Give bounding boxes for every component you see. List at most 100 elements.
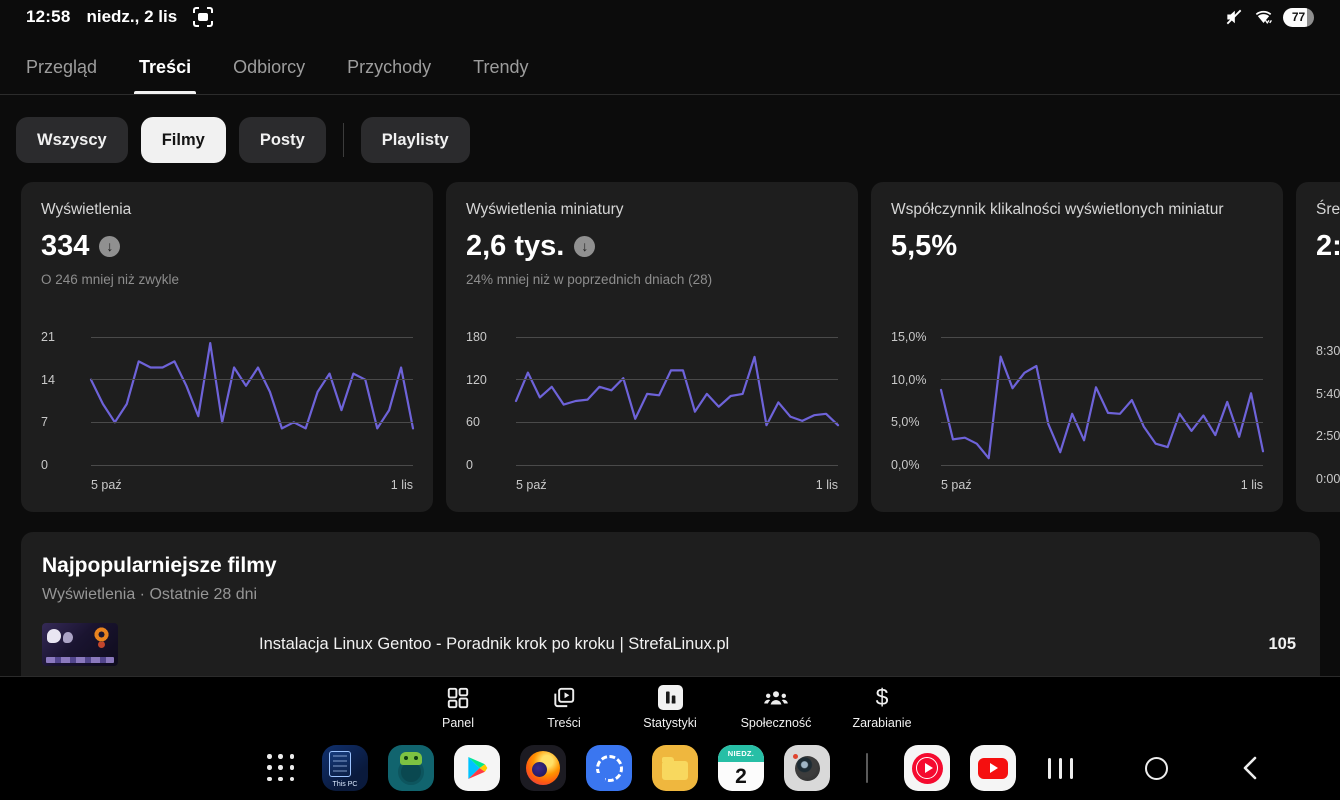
axis-tick: 0 <box>466 458 838 472</box>
app-drawer-icon[interactable] <box>267 754 295 782</box>
chip-playlisty[interactable]: Playlisty <box>361 117 470 163</box>
axis-tick: 5,0% <box>891 415 1263 429</box>
card-value: 334 <box>41 230 89 263</box>
chip-filmy[interactable]: Filmy <box>141 117 226 163</box>
remote-pc-app-icon[interactable]: This PC <box>322 745 368 791</box>
card-title: Śre <box>1316 199 1340 221</box>
youtube-app-icon[interactable] <box>970 745 1016 791</box>
axis-tick: 21 <box>41 330 413 344</box>
axis-tick: 15,0% <box>891 330 1263 344</box>
screen-capture-icon <box>193 7 213 27</box>
back-button[interactable] <box>1240 755 1260 781</box>
nav-zarabianie[interactable]: $ Zarabianie <box>834 684 930 730</box>
axis-tick: 0,0% <box>891 458 1263 472</box>
analytics-tabs: Przegląd Treści Odbiorcy Przychody Trend… <box>0 34 1340 95</box>
chart-grid: 8:305:402:500:00 <box>1316 351 1340 479</box>
x-label-start: 5 paź <box>516 478 547 492</box>
x-axis-labels: 5 paź 1 lis <box>91 478 413 492</box>
calendar-app-icon[interactable]: NIEDZ. 2 <box>718 745 764 791</box>
axis-tick: 120 <box>466 373 838 387</box>
card-ctr[interactable]: Współczynnik klikalności wyświetlonych m… <box>871 182 1283 512</box>
line-chart <box>516 337 838 465</box>
tab-odbiorcy[interactable]: Odbiorcy <box>233 57 305 94</box>
content-filter-chips: Wszyscy Filmy Posty Playlisty <box>16 117 470 163</box>
home-button[interactable] <box>1145 757 1168 780</box>
my-files-app-icon[interactable] <box>652 745 698 791</box>
recovery-robot-app-icon[interactable] <box>388 745 434 791</box>
nav-statystyki[interactable]: Statystyki <box>622 684 718 730</box>
tab-przychody[interactable]: Przychody <box>347 57 431 94</box>
section-title: Najpopularniejsze filmy <box>42 554 1296 578</box>
video-row[interactable]: Instalacja Linux Gentoo - Poradnik krok … <box>42 623 1296 666</box>
card-title: Wyświetlenia <box>41 199 413 221</box>
taskbar-divider <box>866 753 868 783</box>
card-avg-duration[interactable]: Śre 2: 8:30 5:40 2:50 0:00 <box>1296 182 1340 512</box>
chart-grid: 180120600 <box>466 337 838 465</box>
play-store-app-icon[interactable] <box>454 745 500 791</box>
analytics-icon-active <box>657 684 684 712</box>
card-impressions[interactable]: Wyświetlenia miniatury 2,6 tys. ↓ 24% mn… <box>446 182 858 512</box>
recents-button[interactable] <box>1048 758 1073 779</box>
nav-panel[interactable]: Panel <box>410 684 506 730</box>
nav-spolecznosc[interactable]: Społeczność <box>728 684 824 730</box>
axis-tick: 5:40 <box>1316 387 1340 401</box>
line-chart <box>91 337 413 465</box>
card-subtitle: O 246 mniej niż zwykle <box>41 272 413 287</box>
axis-tick: 10,0% <box>891 373 1263 387</box>
wifi-5g-icon <box>1253 7 1274 27</box>
card-subtitle: 24% mniej niż w poprzednich dniach (28) <box>466 272 838 287</box>
dashboard-icon <box>445 684 471 712</box>
card-value: 5,5% <box>891 230 957 263</box>
dollar-icon: $ <box>876 684 889 712</box>
clock: 12:58 <box>26 7 70 27</box>
camera-app-icon[interactable] <box>784 745 830 791</box>
battery-indicator: 77 <box>1283 8 1314 27</box>
axis-tick: 180 <box>466 330 838 344</box>
status-bar: 12:58 niedz., 2 lis 77 <box>0 0 1340 34</box>
tab-trendy[interactable]: Trendy <box>473 57 528 94</box>
x-label-start: 5 paź <box>941 478 972 492</box>
android-taskbar: This PC NIEDZ. 2 <box>0 736 1340 800</box>
x-axis-labels: 5 paź 1 lis <box>941 478 1263 492</box>
app-bottom-nav: Panel Treści Statystyki <box>0 676 1340 736</box>
chip-posty[interactable]: Posty <box>239 117 326 163</box>
nav-tresci[interactable]: Treści <box>516 684 612 730</box>
axis-tick: 14 <box>41 373 413 387</box>
section-subtitle: Wyświetlenia · Ostatnie 28 dni <box>42 586 1296 604</box>
metric-cards-row: Wyświetlenia 334 ↓ O 246 mniej niż zwykl… <box>0 182 1340 512</box>
video-title: Instalacja Linux Gentoo - Poradnik krok … <box>259 635 1248 654</box>
chip-divider <box>343 123 344 157</box>
x-label-end: 1 lis <box>816 478 838 492</box>
signal-app-icon[interactable] <box>586 745 632 791</box>
axis-tick: 60 <box>466 415 838 429</box>
firefox-app-icon[interactable] <box>520 745 566 791</box>
axis-tick: 0:00 <box>1316 472 1340 486</box>
card-value: 2: <box>1316 230 1340 263</box>
x-label-end: 1 lis <box>1241 478 1263 492</box>
mute-icon <box>1224 7 1244 27</box>
video-thumbnail <box>42 623 118 666</box>
axis-tick: 2:50 <box>1316 429 1340 443</box>
axis-tick: 8:30 <box>1316 344 1340 358</box>
tab-przeglad[interactable]: Przegląd <box>26 57 97 94</box>
card-views[interactable]: Wyświetlenia 334 ↓ O 246 mniej niż zwykl… <box>21 182 433 512</box>
x-axis-labels: 5 paź 1 lis <box>516 478 838 492</box>
line-chart <box>941 337 1263 465</box>
status-date: niedz., 2 lis <box>86 7 177 27</box>
tab-tresci[interactable]: Treści <box>139 57 191 94</box>
community-icon <box>762 684 790 712</box>
video-library-icon <box>551 684 577 712</box>
card-title: Wyświetlenia miniatury <box>466 199 838 221</box>
axis-tick: 7 <box>41 415 413 429</box>
chart-grid: 211470 <box>41 337 413 465</box>
yt-music-app-icon[interactable] <box>904 745 950 791</box>
x-label-end: 1 lis <box>391 478 413 492</box>
x-label-start: 5 paź <box>91 478 122 492</box>
chip-wszyscy[interactable]: Wszyscy <box>16 117 128 163</box>
trend-down-icon: ↓ <box>99 236 120 257</box>
axis-tick: 0 <box>41 458 413 472</box>
trend-down-icon: ↓ <box>574 236 595 257</box>
video-views-value: 105 <box>1268 635 1296 654</box>
card-value: 2,6 tys. <box>466 230 564 263</box>
card-title: Współczynnik klikalności wyświetlonych m… <box>891 199 1263 221</box>
